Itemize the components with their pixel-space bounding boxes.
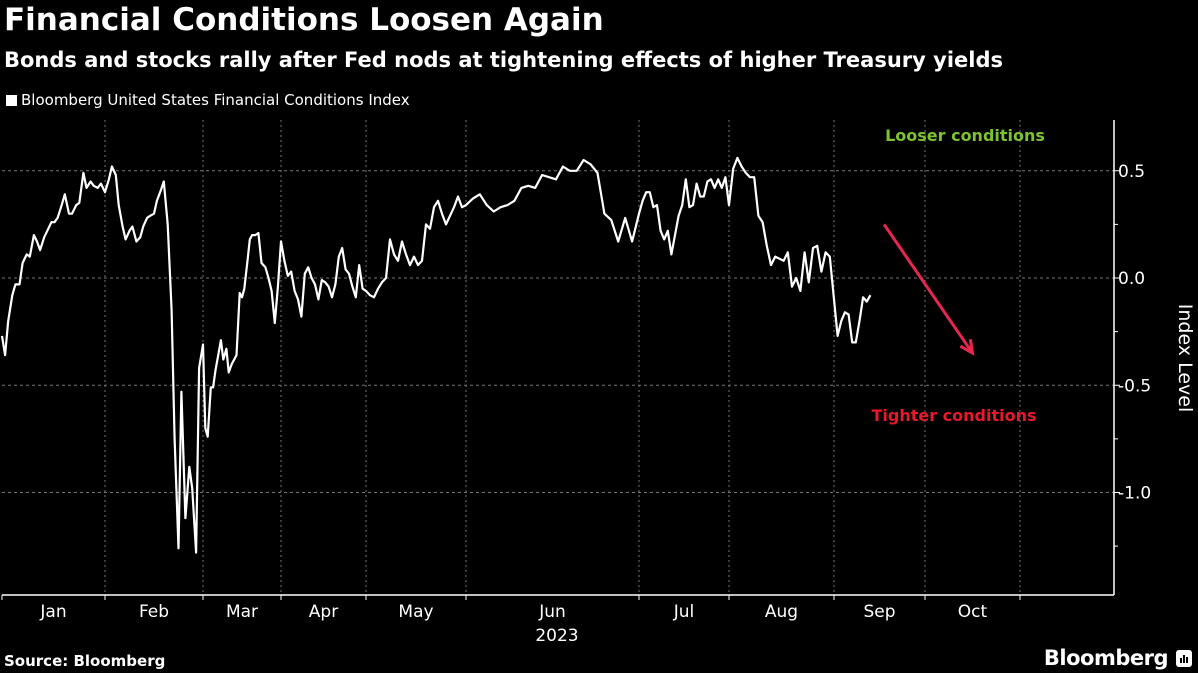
x-axis-ticks: Jan Feb Mar Apr May Jun Jul Aug Sep Oct (1, 595, 1021, 622)
y-axis-title: Index Level (1174, 304, 1196, 413)
chart-subtitle: Bonds and stocks rally after Fed nods at… (4, 48, 1003, 72)
x-tick-label: Apr (309, 602, 338, 622)
x-tick-label: Jul (673, 602, 695, 622)
x-tick-label: Mar (226, 602, 258, 622)
x-tick-label: Feb (139, 602, 169, 622)
y-tick-label: 0.5 (1118, 162, 1145, 182)
annotation-looser-conditions: Looser conditions (885, 126, 1045, 145)
axes (2, 120, 1115, 596)
x-tick-label: Aug (765, 602, 798, 622)
x-tick-label: Oct (958, 602, 988, 622)
x-year-label: 2023 (535, 626, 578, 646)
x-tick-label: Jun (538, 602, 566, 622)
legend-swatch (6, 94, 17, 106)
legend: Bloomberg United States Financial Condit… (6, 91, 410, 109)
source-note: Source: Bloomberg (4, 652, 166, 670)
y-tick-label: 0.0 (1118, 269, 1145, 289)
y-axis-ticks: 0.5 0.0 -0.5 -1.0 (1114, 162, 1151, 547)
y-tick-label: -1.0 (1118, 484, 1151, 504)
bloomberg-chart-icon (1176, 650, 1192, 667)
chart-title: Financial Conditions Loosen Again (4, 2, 604, 38)
y-tick-label: -0.5 (1118, 376, 1151, 396)
annotation-arrow-shaft (882, 223, 974, 354)
bloomberg-logo: Bloomberg (1043, 646, 1169, 670)
annotation-arrow-head-icon (959, 339, 975, 356)
x-tick-label: Jan (39, 602, 66, 622)
x-tick-label: Sep (863, 602, 895, 622)
annotation-tighter-conditions: Tighter conditions (871, 406, 1036, 425)
grid-lines (2, 120, 1114, 595)
series-line-fci (0, 156, 872, 554)
annotations: Looser conditions Tighter conditions (871, 126, 1044, 425)
x-tick-label: May (398, 602, 433, 622)
legend-label: Bloomberg United States Financial Condit… (21, 91, 410, 109)
